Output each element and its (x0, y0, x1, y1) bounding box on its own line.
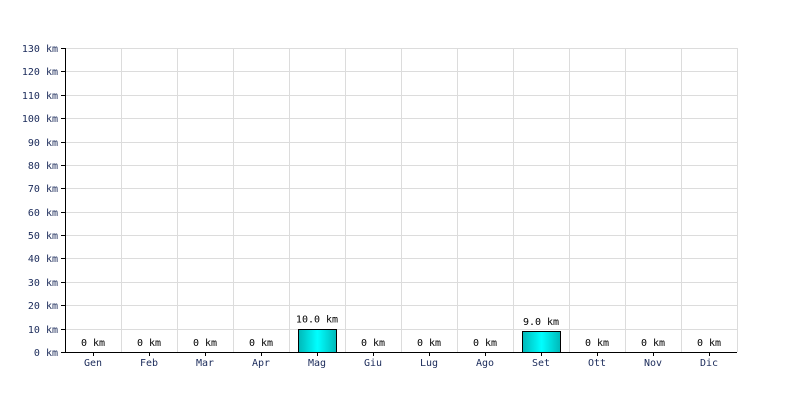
data-label-dic: 0 km (697, 338, 721, 349)
data-label-mag: 10.0 km (296, 315, 338, 326)
x-tick-label-mag: Mag (308, 358, 326, 369)
x-tick-label-nov: Nov (644, 358, 662, 369)
y-tick-label: 110 km (22, 91, 58, 102)
data-label-mar: 0 km (193, 338, 217, 349)
data-label-ott: 0 km (585, 338, 609, 349)
x-tick-label-lug: Lug (420, 358, 438, 369)
y-tick-label: 90 km (28, 138, 58, 149)
data-label-feb: 0 km (137, 338, 161, 349)
y-tick-labels: 0 km 10 km 20 km 30 km 40 km 50 km 60 km 70 km 8… (22, 44, 58, 359)
bar-mag (298, 329, 337, 353)
x-tick-label-ago: Ago (476, 358, 494, 369)
y-tick-label: 120 km (22, 67, 58, 78)
y-tick-label: 130 km (22, 44, 58, 55)
y-tick-label: 40 km (28, 254, 58, 265)
x-tick-label-feb: Feb (140, 358, 158, 369)
data-label-set: 9.0 km (523, 317, 559, 328)
y-tick-label: 80 km (28, 161, 58, 172)
x-tick-label-apr: Apr (252, 358, 270, 369)
data-label-nov: 0 km (641, 338, 665, 349)
x-tick-label-gen: Gen (84, 358, 102, 369)
data-label-ago: 0 km (473, 338, 497, 349)
x-tick-label-set: Set (532, 358, 550, 369)
data-label-apr: 0 km (249, 338, 273, 349)
y-tick-label: 60 km (28, 208, 58, 219)
bars (298, 329, 561, 353)
data-label-gen: 0 km (81, 338, 105, 349)
x-tick-label-giu: Giu (364, 358, 382, 369)
data-label-lug: 0 km (417, 338, 441, 349)
y-tick-label: 20 km (28, 301, 58, 312)
y-tick-label: 100 km (22, 114, 58, 125)
y-tick-label: 0 km (34, 348, 58, 359)
axes (61, 48, 737, 356)
grid-lines (65, 48, 738, 352)
x-tick-label-dic: Dic (700, 358, 718, 369)
x-tick-label-mar: Mar (196, 358, 214, 369)
x-tick-label-ott: Ott (588, 358, 606, 369)
data-label-giu: 0 km (361, 338, 385, 349)
data-labels: 0 km 0 km 0 km 0 km 10.0 km 0 km 0 km 0 km 9.0 k… (81, 315, 721, 349)
y-tick-label: 50 km (28, 231, 58, 242)
y-tick-label: 10 km (28, 325, 58, 336)
y-tick-label: 30 km (28, 278, 58, 289)
y-tick-label: 70 km (28, 184, 58, 195)
bar-set (522, 331, 561, 353)
x-tick-labels: Gen Feb Mar Apr Mag Giu Lug Ago Set Ott Nov Dic (84, 358, 718, 369)
